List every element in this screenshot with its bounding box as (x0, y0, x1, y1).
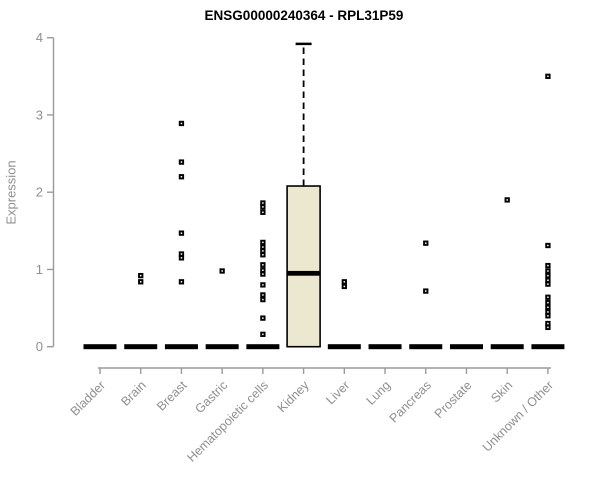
boxplot-lung (368, 344, 402, 350)
boxplot-liver (327, 279, 361, 350)
x-tick-label-kidney: Kidney (275, 378, 312, 415)
y-tick-label: 2 (36, 185, 43, 200)
outlier-point (260, 267, 266, 273)
outlier-point (260, 292, 266, 298)
y-tick-label: 1 (36, 262, 43, 277)
x-tick-label-skin: Skin (488, 378, 515, 405)
outlier-point (260, 262, 266, 268)
x-tick-label-brain: Brain (118, 378, 149, 409)
x-tick-label-hematopoietic-cells: Hematopoietic cells (184, 378, 271, 465)
outlier-point (260, 244, 266, 250)
outlier-point (178, 159, 185, 165)
outlier-point (260, 204, 266, 210)
outlier-point (260, 331, 266, 337)
outlier-point (545, 262, 551, 269)
x-tick-label-unknown-other: Unknown / Other (480, 378, 556, 454)
outlier-point (545, 324, 551, 331)
boxplot-prostate (449, 344, 483, 350)
y-tick-label: 4 (36, 30, 43, 45)
zero-bar (164, 344, 198, 350)
outlier-point (260, 200, 266, 206)
median-line (287, 270, 321, 276)
zero-bar (490, 344, 524, 350)
zero-bar (205, 344, 239, 350)
boxplot-breast (164, 120, 198, 350)
outlier-point (341, 283, 347, 290)
outlier-point (545, 277, 551, 283)
outlier-point (341, 279, 347, 285)
zero-bar (531, 344, 565, 350)
outlier-point (178, 174, 185, 180)
outlier-point (178, 230, 185, 236)
boxplot-pancreas (409, 240, 443, 350)
outlier-point (260, 271, 266, 277)
box (286, 185, 321, 348)
outlier-point (260, 209, 266, 215)
chart-title: ENSG00000240364 - RPL31P59 (204, 8, 404, 23)
outlier-point (260, 248, 266, 254)
y-axis: 0 1 2 3 4 (36, 30, 55, 354)
boxplot-kidney (286, 42, 321, 348)
outlier-point (545, 294, 551, 300)
zero-bar (449, 344, 483, 350)
boxplot-brain (124, 272, 158, 350)
boxplot-bladder (83, 344, 117, 350)
boxplot-gastric (205, 268, 239, 350)
x-tick-label-bladder: Bladder (68, 378, 108, 418)
outlier-point (423, 288, 429, 294)
outlier-point (178, 251, 185, 257)
x-tick-label-lung: Lung (364, 378, 394, 408)
outlier-point (178, 255, 185, 261)
x-tick-label-pancreas: Pancreas (387, 378, 434, 425)
outlier-point (545, 73, 551, 79)
outlier-point (545, 268, 551, 274)
outlier-point (178, 279, 185, 285)
x-tick-label-gastric: Gastric (192, 378, 230, 416)
y-tick-label: 3 (36, 107, 43, 122)
outlier-point (545, 309, 551, 315)
outlier-point (545, 313, 551, 319)
boxplot-hematopoietic-cells (246, 200, 280, 350)
zero-bar (368, 344, 402, 350)
outlier-point (423, 240, 429, 246)
outlier-point (260, 282, 266, 288)
outlier-point (545, 320, 551, 327)
x-tick-label-liver: Liver (323, 378, 352, 407)
outlier-point (545, 304, 551, 310)
x-tick-label-prostate: Prostate (432, 378, 475, 421)
boxplot-unknown-other (531, 73, 565, 350)
x-tick-label-breast: Breast (154, 378, 190, 414)
outlier-point (260, 252, 266, 258)
zero-bar (409, 344, 443, 350)
outlier-point (504, 197, 510, 203)
outlier-point (545, 242, 551, 249)
outlier-point (138, 272, 144, 279)
y-tick-label: 0 (36, 339, 43, 354)
outlier-point (260, 296, 266, 303)
outlier-point (545, 281, 551, 287)
zero-bar (124, 344, 158, 350)
outlier-point (260, 239, 266, 246)
boxplot-skin (490, 197, 524, 350)
outlier-point (138, 279, 144, 285)
outlier-point (545, 300, 551, 306)
outlier-point (219, 268, 225, 274)
outlier-point (178, 120, 185, 127)
outlier-point (545, 272, 551, 279)
zero-bar (246, 344, 280, 350)
outlier-point (260, 315, 266, 321)
zero-bar (83, 344, 117, 350)
zero-bar (327, 344, 361, 350)
